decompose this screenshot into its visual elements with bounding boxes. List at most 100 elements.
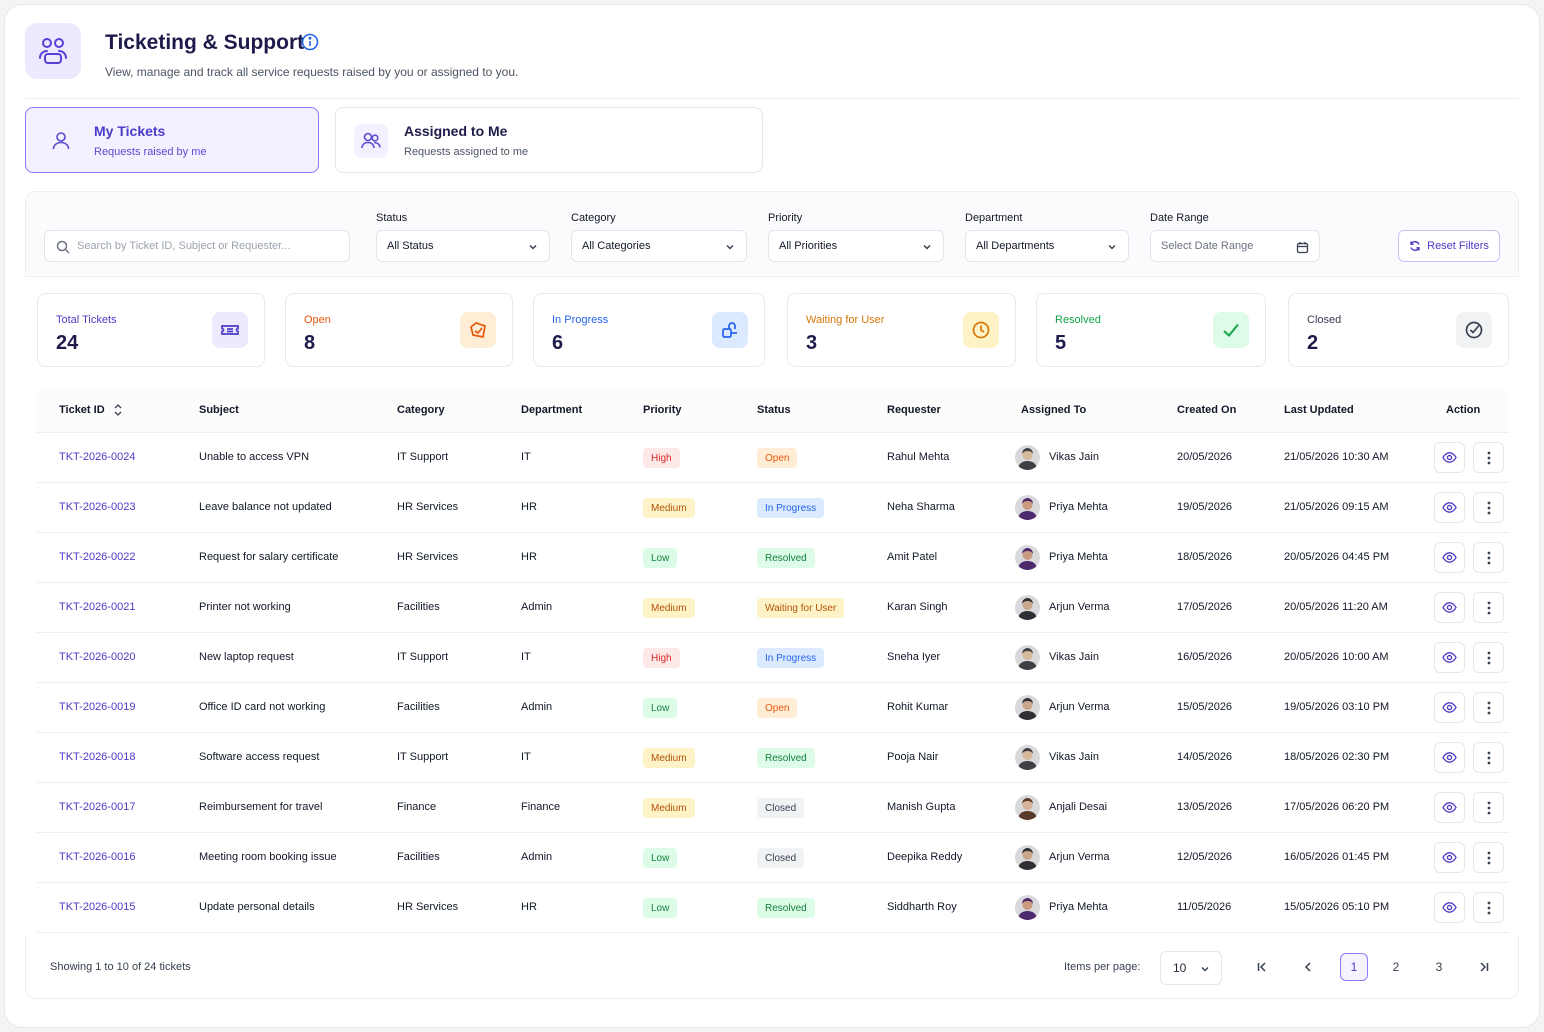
date-range-input[interactable]: Select Date Range (1150, 230, 1320, 262)
page-button-1[interactable]: 1 (1340, 953, 1368, 981)
items-per-page-select[interactable]: 10 (1160, 951, 1222, 985)
check-icon (1213, 312, 1249, 348)
view-button[interactable] (1434, 642, 1465, 673)
avatar (1015, 695, 1040, 720)
column-header-assigned-to: Assigned To (1021, 404, 1087, 416)
info-icon[interactable] (301, 33, 319, 51)
last-page-icon (1480, 962, 1489, 972)
view-button[interactable] (1434, 892, 1465, 923)
first-page-button[interactable] (1248, 953, 1276, 981)
created-on-cell: 19/05/2026 (1177, 501, 1233, 513)
more-options-button[interactable] (1473, 892, 1504, 923)
ticket-id-link[interactable]: TKT-2026-0017 (59, 801, 136, 813)
view-button[interactable] (1434, 792, 1465, 823)
more-options-button[interactable] (1473, 542, 1504, 573)
assignee-cell: Arjun Verma (1049, 701, 1110, 713)
ticket-id-link[interactable]: TKT-2026-0020 (59, 651, 136, 663)
ticket-id-link[interactable]: TKT-2026-0021 (59, 601, 136, 613)
view-button[interactable] (1434, 842, 1465, 873)
stat-card-open: Open 8 (285, 293, 513, 367)
page-title: Ticketing & Support (105, 31, 305, 54)
refresh-icon (1410, 241, 1420, 251)
priority-badge: High (643, 648, 680, 668)
eye-icon (1442, 702, 1457, 713)
more-options-button[interactable] (1473, 642, 1504, 673)
ticket-id-link[interactable]: TKT-2026-0024 (59, 451, 136, 463)
more-vertical-icon (1487, 901, 1490, 914)
table-row: TKT-2026-0023 Leave balance not updated HR… (37, 483, 1509, 533)
view-button[interactable] (1434, 692, 1465, 723)
sort-icon[interactable] (113, 403, 123, 422)
priority-badge: Medium (643, 748, 695, 768)
ticket-id-link[interactable]: TKT-2026-0023 (59, 501, 136, 513)
view-button[interactable] (1434, 742, 1465, 773)
category-select[interactable]: All Categories (571, 230, 747, 262)
page-button-2[interactable]: 2 (1392, 960, 1400, 974)
tab-my-tickets[interactable]: My Tickets Requests raised by me (25, 107, 319, 173)
view-button[interactable] (1434, 542, 1465, 573)
subject-cell: Update personal details (199, 901, 315, 913)
page-header: Ticketing & Support View, manage and tra… (25, 23, 1519, 99)
avatar (1015, 495, 1040, 520)
column-header-category: Category (397, 404, 445, 416)
last-updated-cell: 21/05/2026 09:15 AM (1284, 501, 1389, 513)
last-page-button[interactable] (1470, 953, 1498, 981)
status-select[interactable]: All Status (376, 230, 550, 262)
stat-label: Open (304, 314, 331, 326)
assignee-cell: Vikas Jain (1049, 751, 1099, 763)
more-vertical-icon (1487, 551, 1490, 564)
ticket-id-link[interactable]: TKT-2026-0018 (59, 751, 136, 763)
ticket-id-link[interactable]: TKT-2026-0015 (59, 901, 136, 913)
department-filter-label: Department (965, 212, 1023, 224)
page-button-3[interactable]: 3 (1435, 960, 1443, 974)
view-button[interactable] (1434, 442, 1465, 473)
ticket-id-link[interactable]: TKT-2026-0022 (59, 551, 136, 563)
category-cell: IT Support (397, 751, 449, 763)
created-on-cell: 12/05/2026 (1177, 851, 1233, 863)
department-cell: Admin (521, 601, 553, 613)
subject-cell: Meeting room booking issue (199, 851, 337, 863)
more-options-button[interactable] (1473, 442, 1504, 473)
more-options-button[interactable] (1473, 792, 1504, 823)
stat-card-closed: Closed 2 (1288, 293, 1509, 367)
users-icon (354, 124, 388, 158)
avatar (1015, 845, 1040, 870)
more-options-button[interactable] (1473, 742, 1504, 773)
filter-panel: Search by Ticket ID, Subject or Requeste… (25, 191, 1519, 277)
table-row: TKT-2026-0020 New laptop request IT Suppor… (37, 633, 1509, 683)
subject-cell: Reimbursement for travel (199, 801, 323, 813)
requester-cell: Siddharth Roy (887, 901, 957, 913)
more-options-button[interactable] (1473, 692, 1504, 723)
more-options-button[interactable] (1473, 592, 1504, 623)
last-updated-cell: 15/05/2026 05:10 PM (1284, 901, 1390, 913)
requester-cell: Deepika Reddy (887, 851, 963, 863)
requester-cell: Sneha Iyer (887, 651, 941, 663)
last-updated-cell: 19/05/2026 03:10 PM (1284, 701, 1390, 713)
status-badge: Resolved (757, 898, 815, 918)
stat-label: Waiting for User (806, 314, 885, 326)
subject-cell: Unable to access VPN (199, 451, 310, 463)
view-button[interactable] (1434, 592, 1465, 623)
priority-badge: Medium (643, 798, 695, 818)
view-button[interactable] (1434, 492, 1465, 523)
more-options-button[interactable] (1473, 842, 1504, 873)
category-filter-label: Category (571, 212, 616, 224)
created-on-cell: 14/05/2026 (1177, 751, 1233, 763)
ticket-id-link[interactable]: TKT-2026-0016 (59, 851, 136, 863)
search-input[interactable]: Search by Ticket ID, Subject or Requeste… (44, 230, 350, 262)
tab-assigned-to-me[interactable]: Assigned to Me Requests assigned to me (335, 107, 763, 173)
table-row: TKT-2026-0024 Unable to access VPN IT Supp… (37, 433, 1509, 483)
column-header-ticket-id[interactable]: Ticket ID (59, 404, 105, 416)
department-select[interactable]: All Departments (965, 230, 1129, 262)
priority-badge: Low (643, 848, 678, 868)
last-updated-cell: 18/05/2026 02:30 PM (1284, 751, 1390, 763)
status-badge: Open (757, 698, 798, 718)
priority-select[interactable]: All Priorities (768, 230, 944, 262)
status-badge: In Progress (757, 648, 825, 668)
reset-filters-button[interactable]: Reset Filters (1398, 230, 1500, 262)
stat-value: 5 (1055, 332, 1067, 354)
more-options-button[interactable] (1473, 492, 1504, 523)
prev-page-button[interactable] (1294, 953, 1322, 981)
ticket-id-link[interactable]: TKT-2026-0019 (59, 701, 136, 713)
more-vertical-icon (1487, 701, 1490, 714)
